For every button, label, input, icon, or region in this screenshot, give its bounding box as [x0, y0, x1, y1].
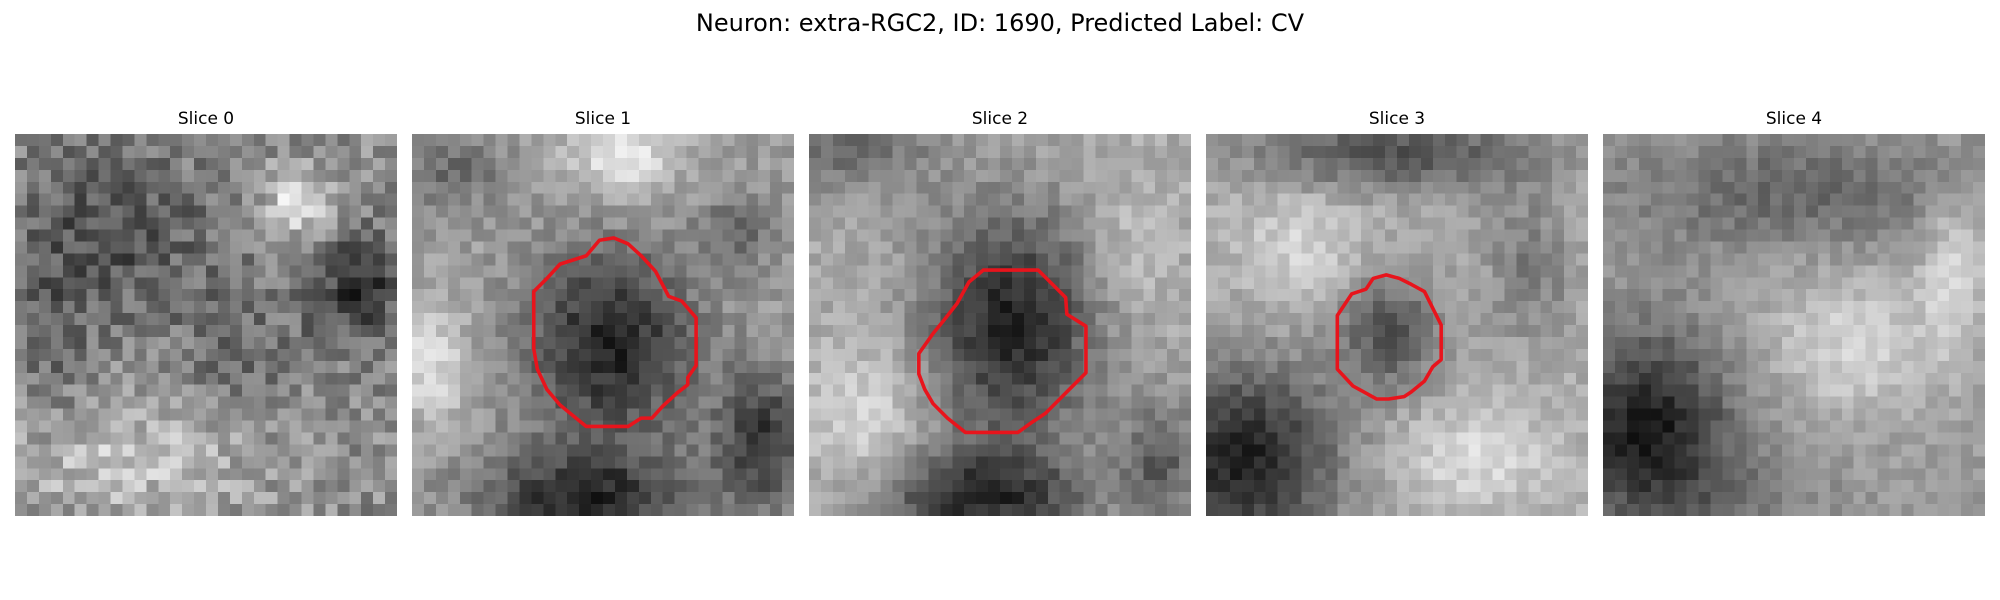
- panel-slice-2: Slice 2: [809, 108, 1191, 516]
- slice-image: [15, 134, 397, 516]
- slice-image: [809, 134, 1191, 516]
- slice-image: [412, 134, 794, 516]
- panel-slice-0: Slice 0: [15, 108, 397, 516]
- segmentation-contour: [531, 236, 698, 429]
- panel-title: Slice 0: [177, 109, 235, 129]
- panel-title: Slice 1: [574, 109, 632, 129]
- panel-slice-3: Slice 3: [1206, 108, 1588, 516]
- panel-slice-4: Slice 4: [1603, 108, 1985, 516]
- panel-slice-1: Slice 1: [412, 108, 794, 516]
- segmentation-contour: [917, 268, 1088, 435]
- slice-image: [1206, 134, 1588, 516]
- slice-image: [1603, 134, 1985, 516]
- panel-title: Slice 2: [971, 109, 1029, 129]
- figure-title: Neuron: extra-RGC2, ID: 1690, Predicted …: [695, 9, 1305, 37]
- panel-title: Slice 3: [1368, 109, 1426, 129]
- panel-title: Slice 4: [1765, 109, 1823, 129]
- segmentation-contour: [1335, 273, 1443, 401]
